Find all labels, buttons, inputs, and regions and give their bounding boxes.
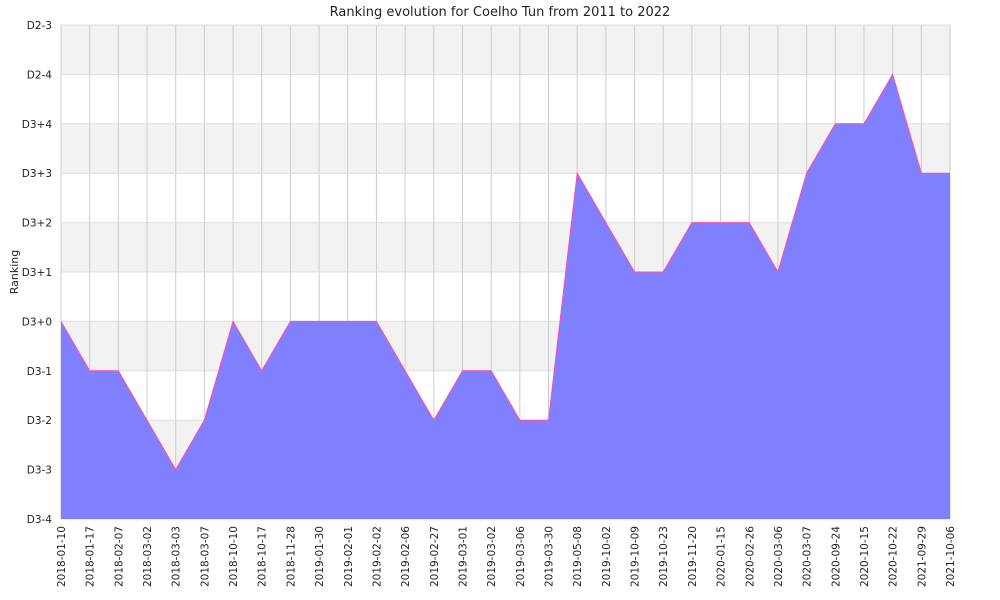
- x-tick-label: 2019-03-06: [515, 526, 527, 587]
- series-line: [60, 73, 950, 471]
- x-tick-label: 2019-05-08: [572, 526, 584, 587]
- area-series: [60, 73, 950, 520]
- y-tick-label: D2-3: [27, 20, 52, 32]
- x-tick-label: 2021-09-29: [916, 526, 928, 587]
- x-tick-label: 2020-03-07: [802, 526, 814, 587]
- x-axis-ticks: 2018-01-10 2018-01-17 2018-02-07 2018-03-02…: [56, 526, 957, 587]
- x-tick-label: 2018-02-07: [113, 526, 125, 587]
- x-tick-label: 2018-01-10: [56, 526, 68, 587]
- x-tick-label: 2018-11-28: [285, 526, 297, 587]
- y-tick-label: D3-3: [27, 465, 52, 477]
- y-tick-label: D3-2: [27, 415, 52, 427]
- y-tick-label: D3+1: [22, 267, 52, 279]
- y-tick-label: D3-4: [27, 514, 53, 526]
- x-tick-label: 2019-02-01: [343, 526, 355, 587]
- x-tick-label: 2019-11-20: [687, 526, 699, 587]
- grid-band: [61, 25, 950, 75]
- x-tick-label: 2019-10-23: [658, 526, 670, 587]
- y-tick-label: D3+3: [22, 168, 52, 180]
- y-axis-label: Ranking: [8, 250, 21, 295]
- y-tick-label: D3-1: [27, 366, 52, 378]
- x-tick-label: 2018-03-07: [199, 526, 211, 587]
- y-axis-ticks: D3-4 D3-3 D3-2 D3-1 D3+0 D3+1 D3+2 D3+3 D3+4 D2-4…: [22, 20, 53, 526]
- x-tick-label: 2020-09-24: [830, 526, 842, 587]
- y-tick-label: D3+4: [22, 119, 53, 131]
- x-tick-label: 2018-10-10: [228, 526, 240, 587]
- area-fill: [61, 74, 950, 520]
- x-tick-label: 2019-10-02: [601, 526, 613, 587]
- x-tick-label: 2019-02-02: [371, 526, 383, 587]
- chart-title: Ranking evolution for Coelho Tun from 20…: [330, 5, 671, 20]
- x-tick-label: 2018-03-03: [171, 526, 183, 587]
- y-tick-label: D2-4: [27, 69, 53, 81]
- x-tick-label: 2019-03-01: [457, 526, 469, 587]
- grid-band: [61, 123, 950, 174]
- x-tick-label: 2020-10-22: [888, 526, 900, 587]
- x-tick-label: 2020-01-15: [716, 526, 728, 587]
- x-tick-label: 2019-03-02: [486, 526, 498, 587]
- x-tick-label: 2020-03-06: [773, 526, 785, 587]
- y-tick-label: D3+2: [22, 218, 52, 230]
- x-tick-label: 2020-10-15: [859, 526, 871, 587]
- x-tick-label: 2019-01-30: [314, 526, 326, 587]
- x-tick-label: 2018-10-17: [257, 526, 269, 587]
- x-tick-label: 2019-10-09: [630, 526, 642, 587]
- x-tick-label: 2018-03-02: [142, 526, 154, 587]
- x-tick-label: 2019-02-06: [400, 526, 412, 587]
- x-tick-label: 2020-02-26: [744, 526, 756, 587]
- x-tick-label: 2018-01-17: [85, 526, 97, 587]
- x-tick-label: 2019-02-27: [429, 526, 441, 587]
- x-tick-label: 2019-03-30: [544, 526, 556, 587]
- y-tick-label: D3+0: [22, 316, 52, 328]
- x-tick-label: 2021-10-06: [945, 526, 957, 587]
